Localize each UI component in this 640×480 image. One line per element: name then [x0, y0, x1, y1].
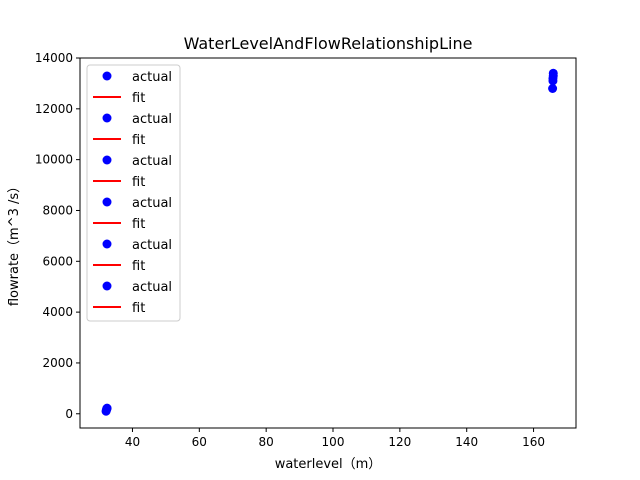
y-tick-label: 12000 [35, 102, 73, 116]
legend-label: fit [132, 175, 145, 190]
actual-point [102, 403, 112, 413]
legend-label: actual [132, 280, 172, 295]
x-tick-label: 60 [192, 435, 207, 449]
chart-title: WaterLevelAndFlowRelationshipLine [184, 34, 473, 53]
legend-label: fit [132, 217, 145, 232]
y-tick-label: 14000 [35, 51, 73, 65]
legend-label: fit [132, 301, 145, 316]
axis-ticks: 40 60 80 100 120 140 160 0 2000 4000 6000 8000 10000… [35, 51, 545, 449]
y-tick-label: 10000 [35, 153, 73, 167]
plot-frame [79, 57, 577, 429]
actual-point [548, 83, 558, 93]
legend-label: actual [132, 154, 172, 169]
legend-label: fit [132, 133, 145, 148]
x-tick-label: 120 [388, 435, 411, 449]
legend-actual-swatch [102, 71, 112, 81]
legend-label: actual [132, 238, 172, 253]
x-tick-label: 160 [522, 435, 545, 449]
x-axis-label: waterlevel（m） [275, 457, 382, 472]
y-tick-label: 6000 [42, 254, 73, 268]
legend-label: fit [132, 259, 145, 274]
data-marks [101, 68, 558, 416]
y-tick-label: 4000 [42, 305, 73, 319]
y-tick-label: 0 [65, 407, 73, 421]
legend-actual-swatch [102, 155, 112, 165]
x-tick-label: 100 [322, 435, 345, 449]
actual-point [548, 68, 558, 78]
legend-label: fit [132, 91, 145, 106]
x-tick-label: 140 [455, 435, 478, 449]
x-tick-label: 40 [125, 435, 140, 449]
legend: actual fit actual fit actual fit actual fit actu… [86, 64, 181, 322]
legend-actual-swatch [102, 113, 112, 123]
y-tick-label: 2000 [42, 356, 73, 370]
x-tick-label: 80 [259, 435, 274, 449]
legend-actual-swatch [102, 281, 112, 291]
legend-actual-swatch [102, 197, 112, 207]
legend-box [86, 64, 181, 322]
legend-actual-swatch [102, 239, 112, 249]
legend-label: actual [132, 70, 172, 85]
y-tick-label: 8000 [42, 203, 73, 217]
legend-label: actual [132, 196, 172, 211]
y-axis-label: flowrate（m^3 /s） [7, 180, 22, 306]
legend-label: actual [132, 112, 172, 127]
